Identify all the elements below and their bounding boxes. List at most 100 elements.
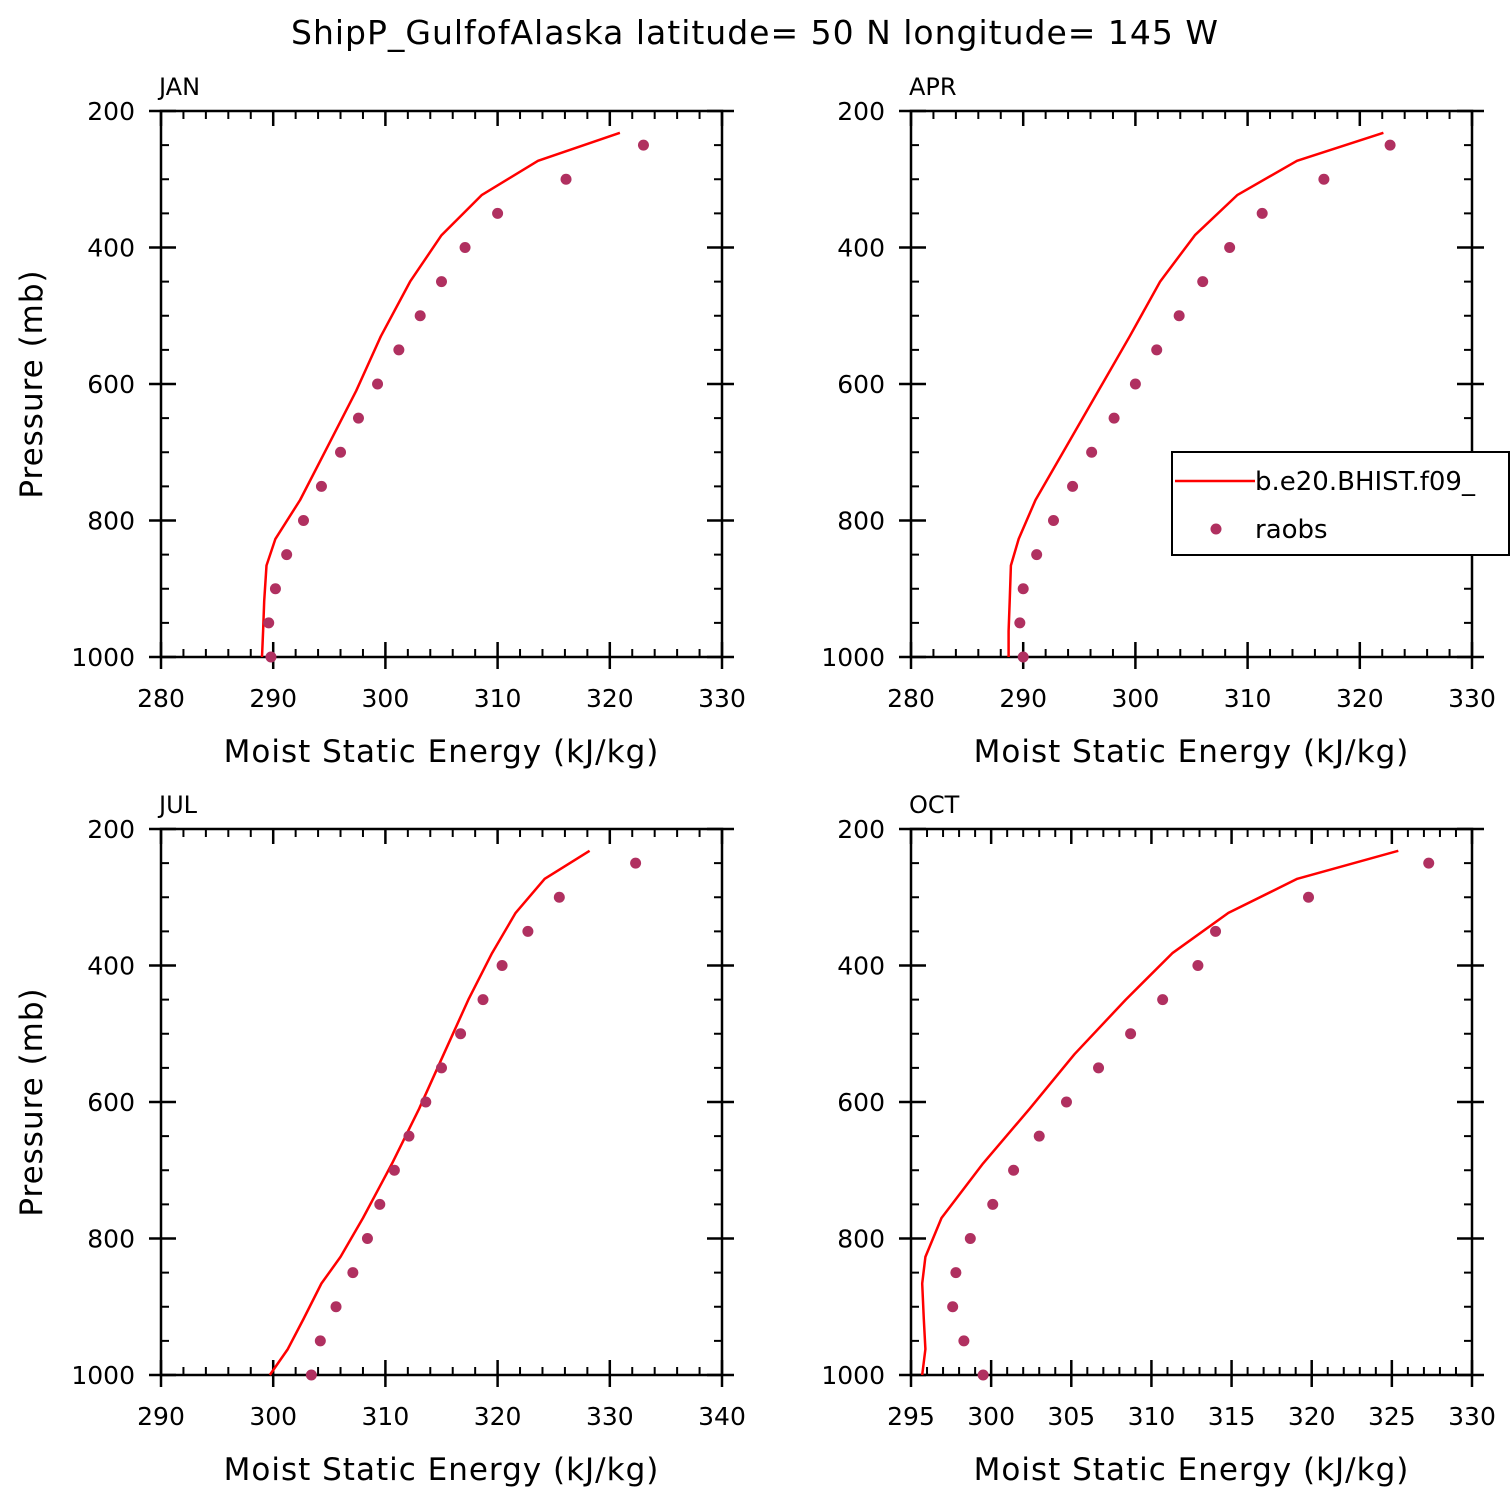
x-tick-label: 325 [1368,1402,1416,1431]
x-tick-label: 310 [474,684,522,713]
x-tick-label: 330 [1448,684,1496,713]
panel: 290 300 310 320 330 340 200 400 600 800 1000 JUL Moi… [14,791,746,1488]
y-tick-label: 200 [87,815,135,844]
x-tick-label: 320 [474,1402,522,1431]
x-tick-label: 300 [362,684,410,713]
legend-marker [1210,523,1222,535]
panel-title: APR [909,73,957,101]
obs-point [637,139,649,151]
x-tick-label: 280 [137,684,185,713]
x-tick-label: 315 [1208,1402,1256,1431]
x-tick-label: 280 [887,684,935,713]
obs-point [492,207,504,219]
obs-point [1125,1028,1137,1040]
obs-point [361,1233,373,1244]
obs-point [1129,378,1141,390]
obs-point [305,1369,317,1381]
obs-point [1067,480,1079,492]
obs-point [1210,925,1222,937]
panel-title: JUL [157,791,198,819]
x-tick-label: 305 [1047,1402,1095,1431]
y-tick-label: 800 [87,507,135,536]
panel: 280 290 300 310 320 330 200 400 600 800 1000 APR Moi… [821,73,1510,770]
obs-point [314,1335,326,1347]
x-tick-label: 300 [249,1402,297,1431]
obs-point [1224,242,1236,253]
obs-point [393,344,405,356]
y-tick-label: 200 [87,97,135,126]
obs-point [1033,1130,1045,1142]
obs-point [1197,276,1209,288]
panel: 280 290 300 310 320 330 200 400 600 800 1000 JAN Moi… [14,73,746,770]
obs-point [477,994,489,1006]
obs-point [403,1130,415,1142]
obs-point [1157,994,1169,1006]
obs-point [372,378,384,390]
x-tick-label: 320 [1288,1402,1336,1431]
obs-point [1008,1164,1020,1176]
x-tick-label: 295 [887,1402,935,1431]
obs-point [455,1028,467,1040]
obs-point [297,515,309,526]
y-tick-label: 200 [837,97,885,126]
obs-point [522,925,534,937]
plot-frame [159,109,724,659]
obs-point [560,173,572,185]
obs-point [335,446,347,458]
x-tick-label: 300 [967,1402,1015,1431]
obs-point [958,1335,970,1347]
panel-title: OCT [909,791,960,819]
obs-point [347,1267,359,1279]
x-tick-label: 310 [1224,684,1272,713]
plot-frame [909,109,1474,659]
model-line [260,131,621,658]
legend-label: raobs [1255,515,1328,545]
obs-point [1151,344,1163,356]
x-tick-label: 330 [1448,1402,1496,1431]
obs-point [281,549,293,561]
panel-title: JAN [157,73,200,101]
x-axis-label: Moist Static Energy (kJ/kg) [224,1452,660,1488]
model-line [1007,131,1384,657]
obs-point [1423,857,1435,869]
obs-point [436,276,447,288]
obs-point [553,891,565,903]
x-axis-label: Moist Static Energy (kJ/kg) [974,734,1410,770]
y-tick-label: 400 [87,234,135,263]
x-axis-label: Moist Static Energy (kJ/kg) [974,1452,1410,1488]
obs-point [1318,173,1330,185]
y-tick-label: 400 [837,234,885,263]
obs-point [496,960,508,971]
y-tick-label: 400 [837,952,885,981]
y-tick-label: 200 [837,815,885,844]
x-tick-label: 310 [1128,1402,1176,1431]
y-tick-label: 400 [87,952,135,981]
obs-point [374,1198,386,1210]
y-tick-label: 1000 [71,1361,135,1390]
model-line [920,849,1399,1376]
obs-point [1017,651,1029,663]
obs-point [263,617,275,629]
x-tick-label: 310 [362,1402,410,1431]
obs-point [947,1301,959,1313]
obs-point [1014,617,1026,629]
obs-point [388,1164,400,1176]
obs-point [1060,1096,1072,1108]
y-tick-label: 600 [837,370,885,399]
obs-point [950,1267,962,1279]
obs-point [1017,583,1029,595]
y-tick-label: 1000 [71,643,135,672]
obs-point [265,651,277,663]
x-tick-label: 330 [698,684,746,713]
obs-point [315,480,327,492]
obs-point [330,1301,342,1313]
chart-title: ShipP_GulfofAlaska latitude= 50 N longit… [291,13,1219,52]
x-tick-label: 320 [1336,684,1384,713]
obs-point [1086,446,1098,458]
x-tick-label: 340 [698,1402,746,1431]
obs-point [1256,207,1268,219]
plot-frame [159,827,724,1377]
y-tick-label: 800 [837,1225,885,1254]
